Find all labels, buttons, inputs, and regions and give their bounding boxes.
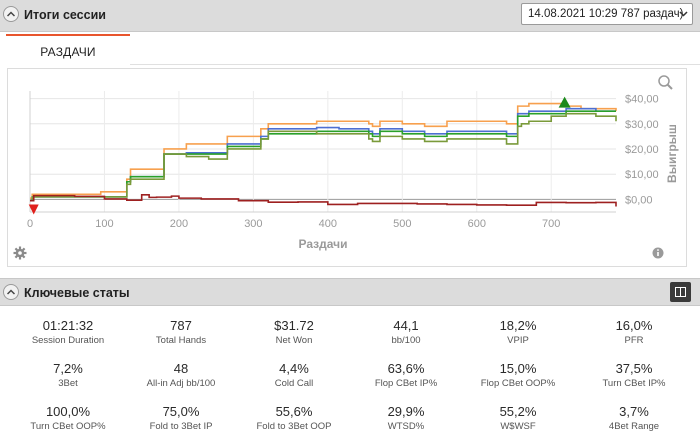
stat-value: 787: [170, 318, 192, 333]
stat-label: PFR: [624, 335, 644, 346]
session-select-value: 14.08.2021 10:29 787 раздач): [528, 8, 684, 20]
stat-value: 7,2%: [53, 361, 83, 376]
tab-divider: [130, 64, 700, 65]
stat-value: 29,9%: [387, 404, 425, 419]
y-tick-label: $10,00: [625, 169, 659, 181]
collapse-toggle-button[interactable]: [3, 6, 19, 22]
stat-item: 787 Total Hands: [121, 318, 241, 347]
stat-label: Session Duration: [31, 335, 105, 346]
stat-item: 3,7% 4Bet Range: [574, 404, 694, 433]
min-marker: [28, 204, 39, 215]
series-line: [30, 102, 617, 199]
y-tick-label: $0,00: [625, 194, 653, 206]
chevron-down-icon: [675, 5, 691, 23]
stat-label: 4Bet Range: [608, 421, 660, 432]
stat-item: 44,1 bb/100: [346, 318, 466, 347]
stat-item: 16,0% PFR: [574, 318, 694, 347]
columns-icon: [675, 287, 686, 297]
stat-value: $31.72: [274, 318, 314, 333]
x-tick-label: 0: [27, 218, 33, 230]
y-axis-title: Выигрыш: [665, 124, 679, 183]
x-tick-label: 400: [319, 218, 337, 230]
series-line: [30, 112, 617, 202]
stat-label: W$WSF: [500, 421, 536, 432]
x-axis-title: Раздачи: [299, 237, 348, 251]
tab-hands[interactable]: РАЗДАЧИ: [6, 34, 130, 65]
series-line: [30, 110, 616, 202]
stat-item: 37,5% Turn CBet IP%: [574, 361, 694, 390]
key-stats-header: Ключевые статы: [0, 278, 700, 306]
x-tick-label: 600: [468, 218, 486, 230]
stat-value: 44,1: [393, 318, 419, 333]
stat-label: Net Won: [275, 335, 313, 346]
stat-value: 01:21:32: [42, 318, 94, 333]
stat-label: Turn CBet OOP%: [30, 421, 106, 432]
stat-label: bb/100: [391, 335, 421, 346]
stat-item: 63,6% Flop CBet IP%: [346, 361, 466, 390]
stat-label: Cold Call: [274, 378, 314, 389]
chevron-up-icon: [7, 289, 15, 295]
stat-item: 100,0% Turn CBet OOP%: [8, 404, 128, 433]
winnings-chart[interactable]: $40,00 $30,00 $20,00 $10,00 $0,00 0 100 200 300 4…: [8, 69, 686, 266]
stat-value: 15,0%: [499, 361, 537, 376]
stat-item: 48 All-in Adj bb/100: [121, 361, 241, 390]
chevron-up-icon: [7, 11, 15, 17]
stat-item: 4,4% Cold Call: [234, 361, 354, 390]
stat-label: Fold to 3Bet OOP: [256, 421, 332, 432]
collapse-toggle-button[interactable]: [3, 284, 19, 300]
stat-label: Total Hands: [155, 335, 207, 346]
stat-item: 29,9% WTSD%: [346, 404, 466, 433]
stat-item: 7,2% 3Bet: [8, 361, 128, 390]
stat-item: $31.72 Net Won: [234, 318, 354, 347]
stat-value: 3,7%: [619, 404, 649, 419]
stat-item: 01:21:32 Session Duration: [8, 318, 128, 347]
stat-value: 63,6%: [387, 361, 425, 376]
stat-item: 55,6% Fold to 3Bet OOP: [234, 404, 354, 433]
series-line: [30, 194, 617, 207]
y-tick-label: $30,00: [625, 119, 659, 131]
zoom-icon[interactable]: [658, 75, 673, 90]
tab-hands-label: РАЗДАЧИ: [40, 45, 96, 59]
stat-value: 16,0%: [615, 318, 653, 333]
winnings-chart-panel: $40,00 $30,00 $20,00 $10,00 $0,00 0 100 200 300 4…: [7, 68, 687, 267]
x-tick-label: 200: [170, 218, 188, 230]
session-select[interactable]: 14.08.2021 10:29 787 раздач): [521, 3, 693, 25]
stat-label: Turn CBet IP%: [602, 378, 666, 389]
key-stats-title: Ключевые статы: [24, 286, 130, 300]
stat-value: 75,0%: [162, 404, 200, 419]
max-marker: [558, 96, 571, 108]
session-summary-title: Итоги сессии: [24, 8, 106, 22]
stat-label: Flop CBet IP%: [374, 378, 438, 389]
x-tick-label: 700: [542, 218, 560, 230]
stat-label: All-in Adj bb/100: [146, 378, 216, 389]
stat-value: 37,5%: [615, 361, 653, 376]
gear-icon[interactable]: [13, 246, 27, 260]
stat-item: 55,2% W$WSF: [458, 404, 578, 433]
stat-label: VPIP: [507, 335, 529, 346]
y-tick-label: $40,00: [625, 94, 659, 106]
stat-label: 3Bet: [58, 378, 78, 389]
stat-value: 100,0%: [45, 404, 91, 419]
info-icon[interactable]: [652, 247, 664, 259]
stat-value: 18,2%: [499, 318, 537, 333]
stat-item: 15,0% Flop CBet OOP%: [458, 361, 578, 390]
stat-value: 4,4%: [279, 361, 309, 376]
stat-value: 55,2%: [499, 404, 537, 419]
stat-value: 55,6%: [275, 404, 313, 419]
x-tick-label: 300: [244, 218, 262, 230]
stat-value: 48: [173, 361, 189, 376]
session-summary-header: Итоги сессии 14.08.2021 10:29 787 раздач…: [0, 0, 700, 32]
y-tick-label: $20,00: [625, 144, 659, 156]
stat-label: Flop CBet OOP%: [480, 378, 556, 389]
x-tick-label: 500: [393, 218, 411, 230]
stat-label: Fold to 3Bet IP: [149, 421, 213, 432]
layout-toggle-button[interactable]: [670, 282, 691, 302]
stat-label: WTSD%: [387, 421, 425, 432]
x-tick-label: 100: [95, 218, 113, 230]
stat-item: 18,2% VPIP: [458, 318, 578, 347]
stat-item: 75,0% Fold to 3Bet IP: [121, 404, 241, 433]
